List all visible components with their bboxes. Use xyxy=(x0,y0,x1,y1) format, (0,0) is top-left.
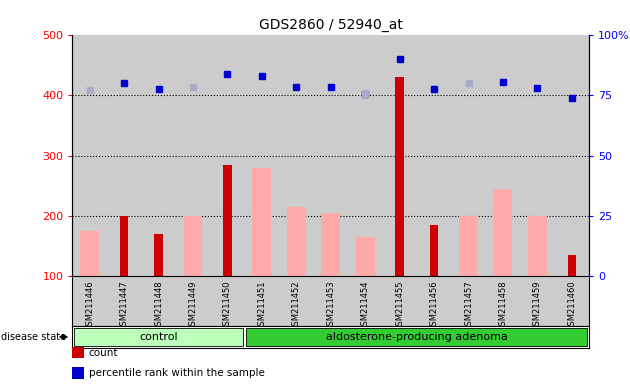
Bar xyxy=(396,77,404,276)
Text: GSM211457: GSM211457 xyxy=(464,280,473,331)
Bar xyxy=(154,234,163,276)
Text: GSM211449: GSM211449 xyxy=(188,280,197,331)
Text: GSM211456: GSM211456 xyxy=(430,280,438,331)
Text: GSM211452: GSM211452 xyxy=(292,280,301,331)
Text: GSM211446: GSM211446 xyxy=(85,280,94,331)
Bar xyxy=(253,168,272,276)
Text: GSM211454: GSM211454 xyxy=(361,280,370,331)
Title: GDS2860 / 52940_at: GDS2860 / 52940_at xyxy=(259,18,403,32)
Text: count: count xyxy=(89,348,118,358)
Text: GSM211459: GSM211459 xyxy=(533,280,542,331)
Bar xyxy=(246,328,587,346)
Text: GSM211453: GSM211453 xyxy=(326,280,335,331)
Text: disease state: disease state xyxy=(1,332,66,342)
Bar xyxy=(459,216,478,276)
Bar xyxy=(120,216,129,276)
Text: GSM211448: GSM211448 xyxy=(154,280,163,331)
Text: control: control xyxy=(139,332,178,342)
Bar xyxy=(430,225,438,276)
Bar xyxy=(568,255,576,276)
Text: GSM211460: GSM211460 xyxy=(568,280,576,331)
Text: GSM211451: GSM211451 xyxy=(258,280,266,331)
Bar xyxy=(321,213,340,276)
Bar xyxy=(80,231,99,276)
Bar xyxy=(528,216,547,276)
Bar xyxy=(493,189,512,276)
Text: GSM211450: GSM211450 xyxy=(223,280,232,331)
Bar xyxy=(74,328,243,346)
Text: GSM211455: GSM211455 xyxy=(395,280,404,331)
Text: aldosterone-producing adenoma: aldosterone-producing adenoma xyxy=(326,332,508,342)
Bar xyxy=(287,207,306,276)
Bar xyxy=(356,237,375,276)
Text: GSM211447: GSM211447 xyxy=(120,280,129,331)
Bar xyxy=(223,165,232,276)
Bar xyxy=(183,216,202,276)
Text: percentile rank within the sample: percentile rank within the sample xyxy=(89,368,265,378)
Text: GSM211458: GSM211458 xyxy=(498,280,507,331)
